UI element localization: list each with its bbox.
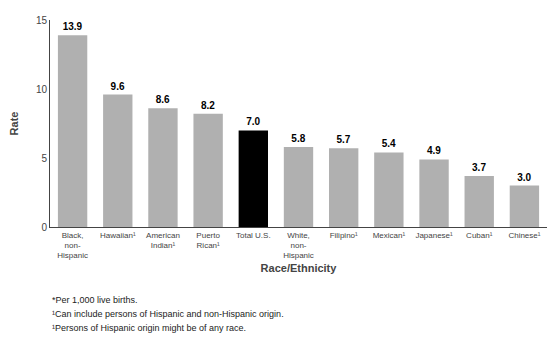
svg-text:Black,non-Hispanic: Black,non-Hispanic (57, 231, 88, 261)
svg-text:Cuban¹: Cuban¹ (466, 231, 493, 240)
svg-text:Rate: Rate (8, 112, 20, 136)
svg-text:Race/Ethnicity: Race/Ethnicity (261, 262, 338, 274)
svg-text:0: 0 (41, 222, 47, 233)
svg-text:Chinese¹: Chinese¹ (508, 231, 540, 240)
svg-text:*Per 1,000 live births.: *Per 1,000 live births. (52, 295, 138, 305)
svg-text:Total U.S.: Total U.S. (236, 231, 271, 240)
svg-text:8.6: 8.6 (156, 94, 170, 105)
svg-text:PuertoRican¹: PuertoRican¹ (196, 231, 220, 250)
svg-text:3.0: 3.0 (517, 172, 531, 183)
svg-text:5.4: 5.4 (382, 138, 396, 149)
svg-text:White,non-Hispanic: White,non-Hispanic (283, 231, 314, 261)
svg-text:10: 10 (36, 84, 48, 95)
svg-text:5.8: 5.8 (291, 133, 305, 144)
svg-text:4.9: 4.9 (427, 145, 441, 156)
svg-text:3.7: 3.7 (472, 162, 486, 173)
svg-text:¹Can include persons of Hispan: ¹Can include persons of Hispanic and non… (52, 309, 284, 319)
svg-text:Japanese¹: Japanese¹ (415, 231, 453, 240)
svg-text:5: 5 (41, 153, 47, 164)
svg-text:9.6: 9.6 (111, 81, 125, 92)
svg-text:AmericanIndian¹: AmericanIndian¹ (146, 231, 180, 250)
svg-text:Hawaiian¹: Hawaiian¹ (100, 231, 136, 240)
svg-text:Mexican¹: Mexican¹ (373, 231, 406, 240)
svg-text:8.2: 8.2 (201, 100, 215, 111)
svg-text:7.0: 7.0 (246, 116, 260, 127)
svg-text:13.9: 13.9 (63, 21, 83, 32)
svg-text:15: 15 (36, 15, 48, 26)
svg-text:Filipino¹: Filipino¹ (330, 231, 358, 240)
svg-text:5.7: 5.7 (337, 134, 351, 145)
svg-text:¹Persons of Hispanic origin mi: ¹Persons of Hispanic origin might be of … (52, 323, 246, 333)
